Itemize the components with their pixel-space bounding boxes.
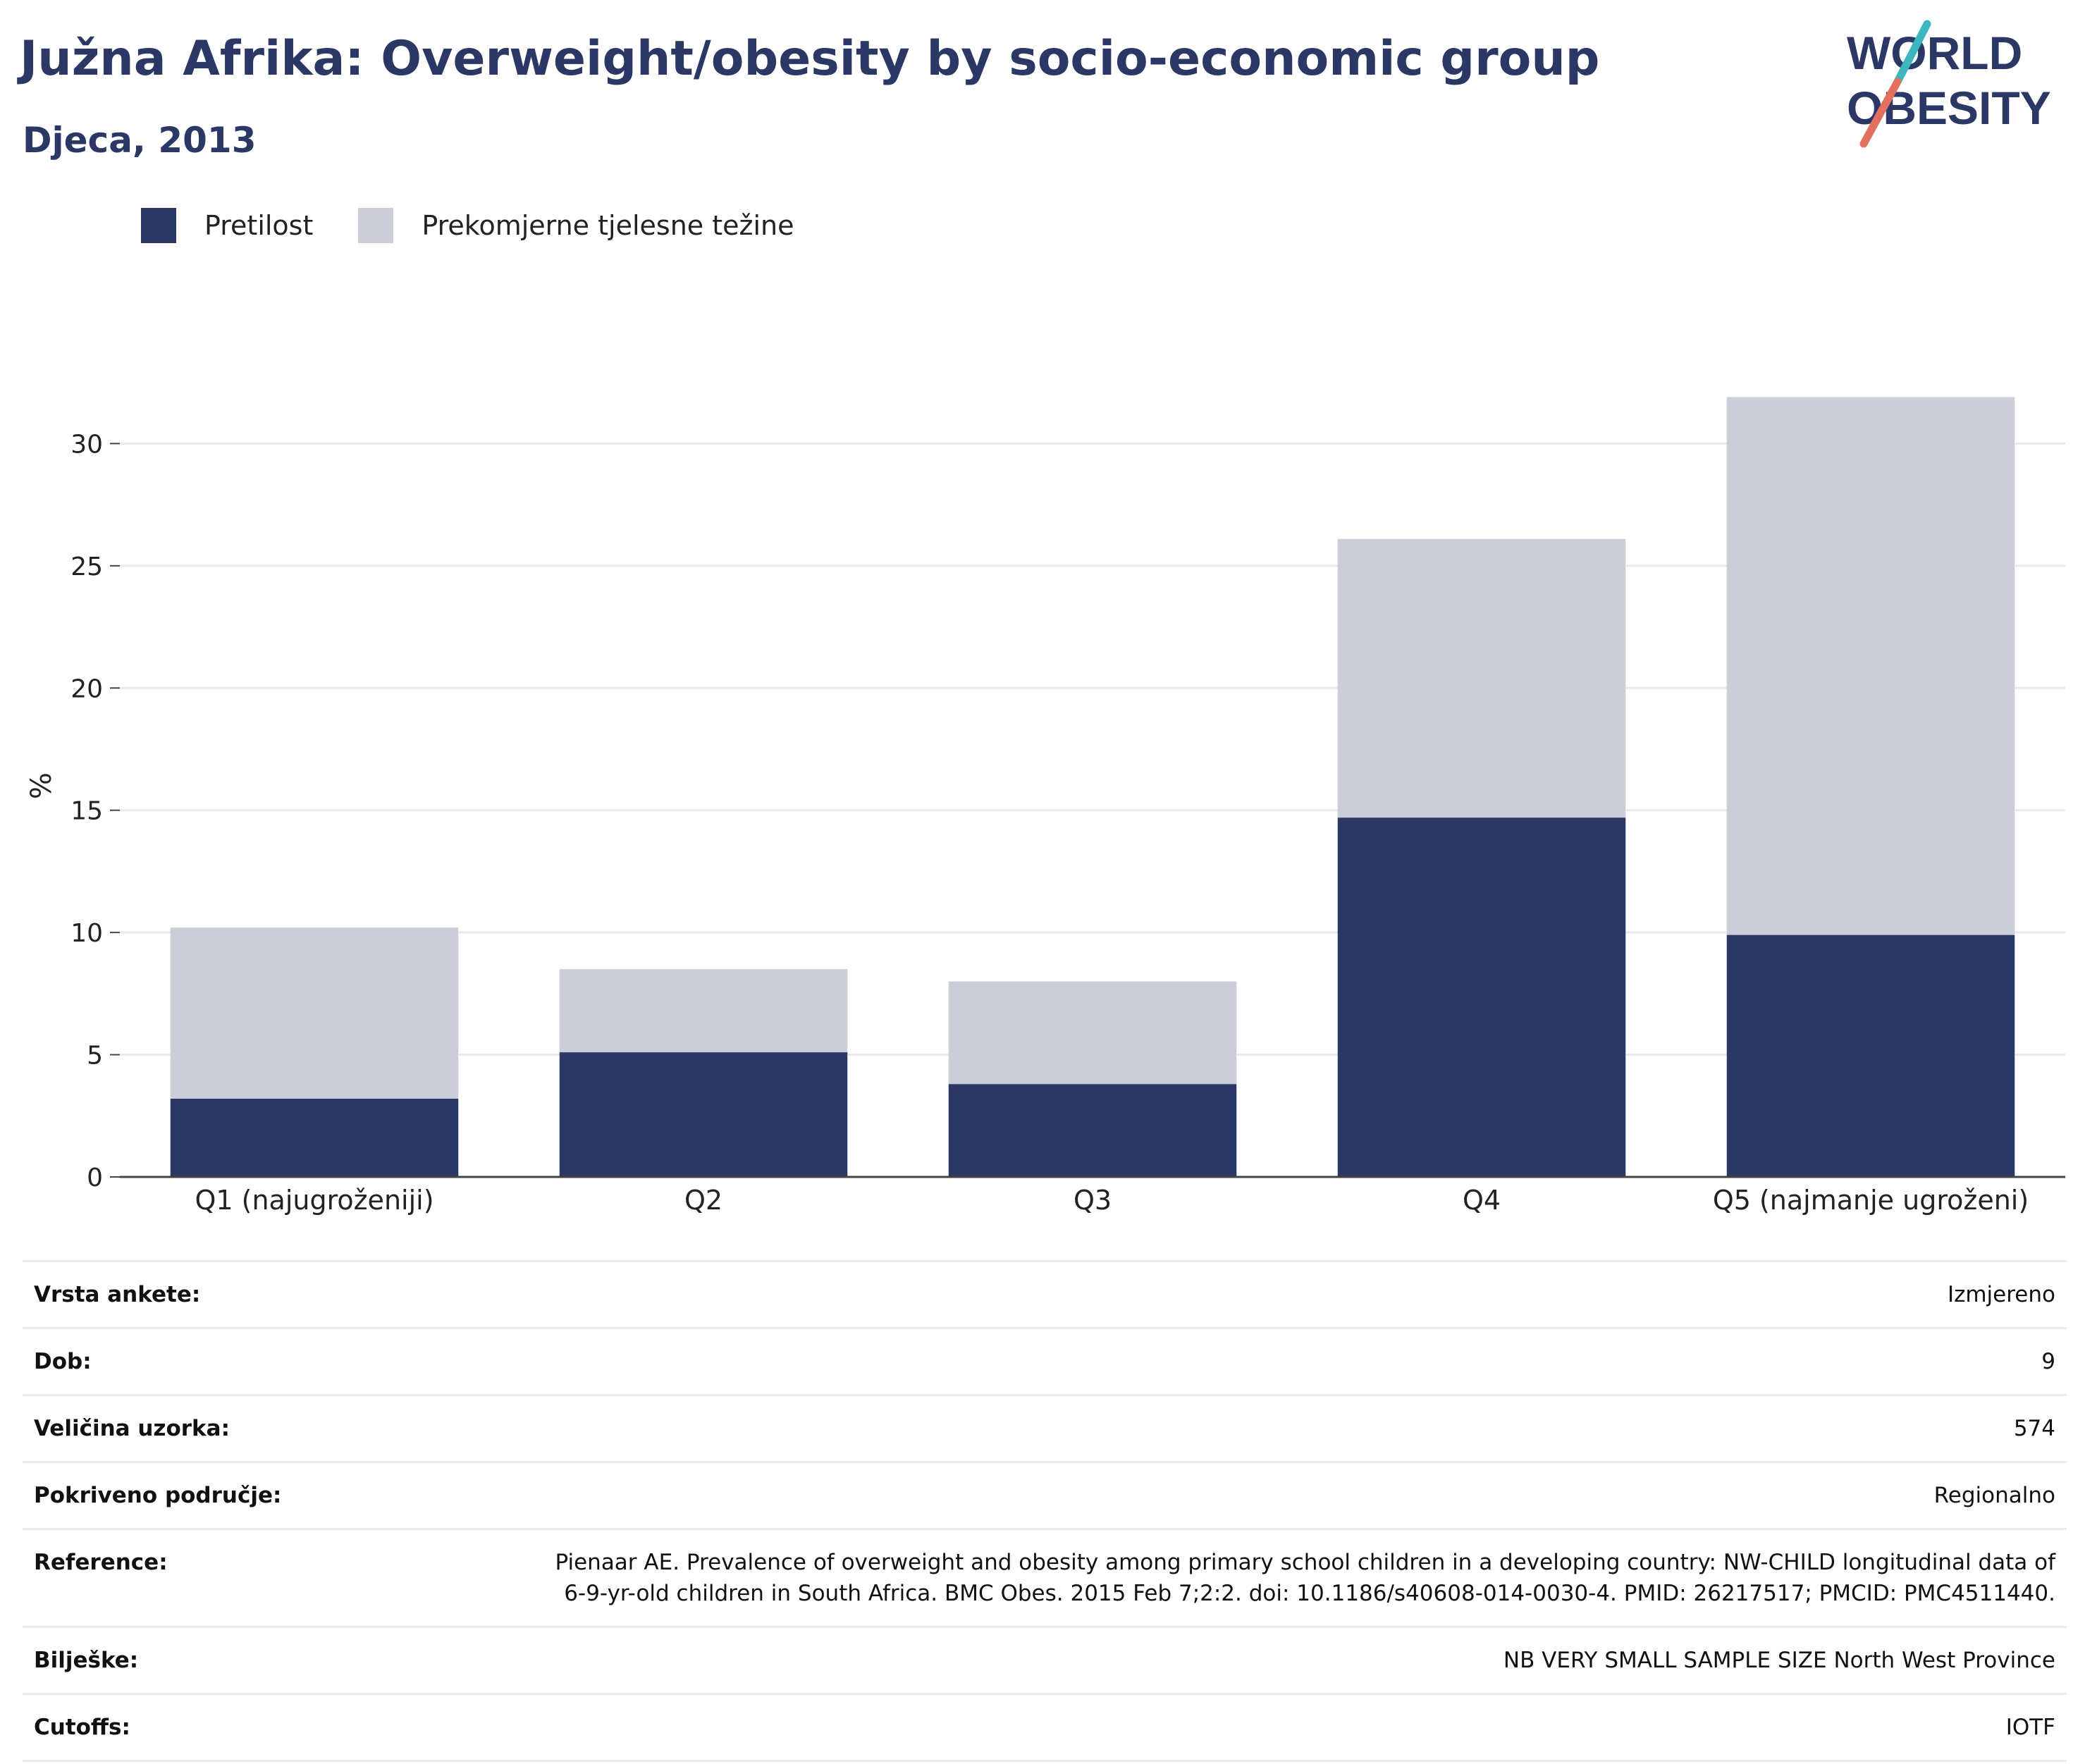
info-label: Cutoffs: xyxy=(34,1715,130,1740)
info-label: Bilješke: xyxy=(34,1648,139,1673)
bar-overweight xyxy=(1726,397,2015,935)
bar-obesity xyxy=(170,1099,459,1177)
info-row-notes: Bilješke: NB VERY SMALL SAMPLE SIZE Nort… xyxy=(23,1626,2067,1693)
y-tick-label: 0 xyxy=(87,1164,103,1192)
y-tick-label: 25 xyxy=(70,553,103,581)
info-label: Pokriveno područje: xyxy=(34,1483,282,1508)
legend-label-overweight: Prekomjerne tjelesne težine xyxy=(422,210,794,241)
x-tick-label: Q5 (najmanje ugroženi) xyxy=(1713,1185,2029,1216)
legend-item-obesity[interactable]: Pretilost xyxy=(141,208,313,243)
logo-slash-coral xyxy=(1859,78,1902,148)
y-axis-label: % xyxy=(25,772,58,799)
info-label: Dob: xyxy=(34,1349,92,1374)
info-label: Veličina uzorka: xyxy=(34,1416,230,1441)
chart-legend: Pretilost Prekomjerne tjelesne težine xyxy=(141,208,839,243)
info-row-age: Dob: 9 xyxy=(23,1327,2067,1394)
bar-obesity xyxy=(1337,818,1626,1177)
y-tick-label: 20 xyxy=(70,674,103,703)
info-value: 574 xyxy=(2013,1416,2055,1441)
legend-swatch-overweight xyxy=(358,208,394,243)
bar-overweight xyxy=(948,981,1237,1085)
legend-swatch-obesity xyxy=(141,208,176,243)
info-value: Izmjereno xyxy=(1947,1282,2055,1307)
x-tick-label: Q3 xyxy=(1074,1185,1112,1216)
info-row-survey-type: Vrsta ankete: Izmjereno xyxy=(23,1260,2067,1327)
info-label: Reference: xyxy=(34,1550,168,1575)
legend-item-overweight[interactable]: Prekomjerne tjelesne težine xyxy=(358,208,794,243)
bar-obesity xyxy=(1726,935,2015,1177)
logo-line1: WORLD xyxy=(1847,27,2022,79)
stacked-bar-chart: 0 5 10 15 20 25 30% Q1 (najugroženiji) Q2 Q3 Q4 Q5 … xyxy=(25,397,2065,1216)
logo-slash-teal xyxy=(1893,20,1931,86)
info-row-sample-size: Veličina uzorka: 574 xyxy=(23,1394,2067,1461)
bar-overweight xyxy=(1337,538,1626,818)
info-value: 9 xyxy=(2041,1349,2055,1374)
world-obesity-logo: WORLD OBESITY xyxy=(1847,20,2051,148)
info-row-cutoffs: Cutoffs: IOTF xyxy=(23,1693,2067,1762)
x-tick-label: Q2 xyxy=(684,1185,722,1216)
y-tick-label: 15 xyxy=(70,797,103,826)
y-tick-label: 5 xyxy=(87,1042,103,1071)
info-row-reference: Reference: Pienaar AE. Prevalence of ove… xyxy=(23,1528,2067,1626)
chart-subtitle: Djeca, 2013 xyxy=(23,120,257,161)
x-tick-label: Q4 xyxy=(1463,1185,1501,1216)
y-tick-label: 30 xyxy=(70,430,103,459)
bar-obesity xyxy=(948,1084,1237,1177)
info-value: Regionalno xyxy=(1933,1483,2055,1508)
info-label: Vrsta ankete: xyxy=(34,1282,201,1307)
survey-info-table: Vrsta ankete: Izmjereno Dob: 9 Veličina … xyxy=(23,1260,2067,1762)
x-tick-label: Q1 (najugroženiji) xyxy=(195,1185,433,1216)
legend-label-obesity: Pretilost xyxy=(204,210,314,241)
info-value: NB VERY SMALL SAMPLE SIZE North West Pro… xyxy=(1503,1648,2055,1673)
bar-obesity xyxy=(559,1052,848,1177)
chart-title: Južna Afrika: Overweight/obesity by soci… xyxy=(20,31,1600,87)
bar-overweight xyxy=(170,927,459,1099)
info-value: IOTF xyxy=(2005,1715,2055,1740)
info-row-coverage: Pokriveno područje: Regionalno xyxy=(23,1461,2067,1528)
info-value: Pienaar AE. Prevalence of overweight and… xyxy=(555,1550,2055,1606)
y-tick-label: 10 xyxy=(70,919,103,948)
bar-overweight xyxy=(559,969,848,1053)
